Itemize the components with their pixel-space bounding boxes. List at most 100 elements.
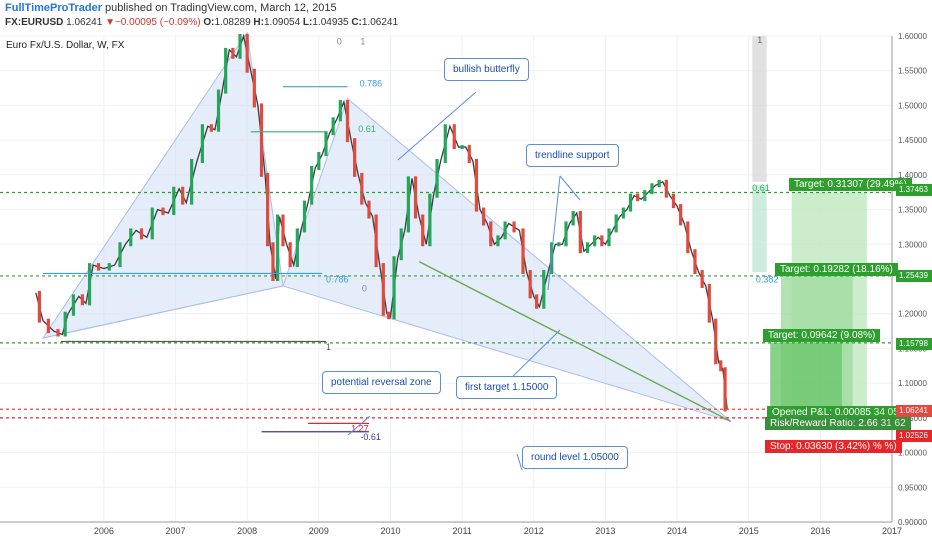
y-tick-label: 1.45000 bbox=[898, 136, 927, 145]
candle bbox=[245, 34, 249, 73]
fib-label: 0.382 bbox=[756, 274, 779, 284]
chart-title: Euro Fx/U.S. Dollar, W, FX bbox=[6, 40, 125, 51]
candle bbox=[452, 124, 456, 150]
x-tick-label: 2011 bbox=[452, 526, 471, 536]
price-tag-target-1: 1.15798 bbox=[896, 338, 932, 350]
candle bbox=[276, 214, 280, 281]
x-tick-label: 2014 bbox=[667, 526, 687, 536]
candle bbox=[181, 186, 185, 205]
y-tick-label: 1.05000 bbox=[898, 414, 927, 423]
price-tag-target-2: 1.25439 bbox=[896, 270, 932, 282]
candle bbox=[216, 89, 221, 132]
candle bbox=[600, 235, 604, 247]
x-tick-label: 2008 bbox=[237, 526, 257, 536]
candle bbox=[317, 152, 321, 170]
symbol: FX:EURUSD bbox=[5, 17, 64, 28]
target-1-label: Target: 0.09642 (9.08%) bbox=[763, 329, 881, 342]
x-tick-label: 2006 bbox=[94, 526, 114, 536]
candle bbox=[723, 367, 727, 412]
candle bbox=[443, 124, 447, 163]
candle bbox=[310, 165, 314, 205]
callout-trendline-support: trendline support bbox=[526, 144, 619, 167]
candle bbox=[664, 179, 668, 198]
header: FullTimeProTrader published on TradingVi… bbox=[0, 0, 932, 32]
candle bbox=[503, 221, 507, 240]
x-tick-label: 2009 bbox=[309, 526, 329, 536]
candle bbox=[521, 228, 525, 275]
candle bbox=[252, 68, 256, 108]
candle bbox=[238, 34, 242, 59]
candle bbox=[331, 117, 335, 136]
callout-pointer bbox=[397, 91, 477, 161]
x-tick-label: 2016 bbox=[810, 526, 830, 536]
candle bbox=[209, 124, 213, 132]
candle bbox=[693, 249, 697, 275]
candle bbox=[489, 221, 493, 247]
candle bbox=[107, 263, 111, 271]
candle bbox=[428, 193, 432, 247]
candle bbox=[621, 207, 625, 219]
change-value: −0.00095 (−0.09%) bbox=[114, 17, 201, 28]
candle bbox=[118, 242, 122, 268]
author-link[interactable]: FullTimeProTrader bbox=[5, 2, 102, 14]
candle bbox=[381, 263, 385, 316]
candle bbox=[636, 193, 640, 202]
candle bbox=[324, 131, 328, 157]
close-value: 1.06241 bbox=[361, 17, 399, 28]
fib-label: -0.61 bbox=[360, 432, 381, 442]
candle bbox=[345, 99, 350, 143]
candle bbox=[482, 207, 486, 226]
price-chart[interactable]: 0 1 0.786 0.61 0.786 0 1 1.27-0.61 0.61 0.382 1 1.… bbox=[0, 32, 932, 550]
candle bbox=[46, 318, 50, 334]
fib-label: 0 bbox=[362, 283, 367, 293]
candle bbox=[578, 211, 582, 254]
fib-label: 1 bbox=[757, 35, 762, 45]
published-info: published on TradingView.com, March 12, … bbox=[102, 2, 337, 14]
callout-pointer bbox=[559, 175, 581, 201]
pattern-bcd bbox=[282, 97, 732, 422]
candle bbox=[338, 99, 342, 122]
zone-projection bbox=[752, 36, 767, 182]
candle bbox=[496, 235, 500, 247]
pattern-leg bbox=[42, 285, 284, 339]
y-tick-label: 1.00000 bbox=[898, 449, 927, 458]
candle bbox=[96, 263, 101, 271]
candle bbox=[593, 235, 597, 247]
candle bbox=[614, 214, 618, 233]
candle bbox=[231, 47, 235, 59]
candle bbox=[460, 145, 464, 150]
candle bbox=[413, 176, 418, 219]
fib-label: 1 bbox=[326, 342, 331, 352]
candle bbox=[139, 228, 144, 240]
candle bbox=[302, 200, 307, 233]
change-arrow-icon: ▼ bbox=[105, 17, 115, 28]
y-tick-label: 1.10000 bbox=[898, 379, 927, 388]
callout-prz: potential reversal zone bbox=[322, 371, 441, 394]
opened-pnl-label: Opened P&L: 0.00085 34 05 bbox=[767, 406, 904, 419]
candle bbox=[266, 172, 270, 247]
candle bbox=[643, 190, 647, 202]
y-tick-label: 1.60000 bbox=[898, 32, 927, 41]
callout-round-level: round level 1.05000 bbox=[522, 446, 628, 469]
stop-label: Stop: 0.03630 (3.42%) % %) bbox=[765, 440, 902, 453]
x-tick-label: 2017 bbox=[882, 526, 902, 536]
fib-label: 1 bbox=[360, 36, 365, 46]
symbol-line: FX:EURUSD 1.06241 ▼−0.00095 (−0.09%) O:1… bbox=[5, 17, 398, 28]
callout-pointer bbox=[504, 329, 561, 385]
candle bbox=[564, 221, 568, 247]
candle bbox=[474, 158, 479, 212]
fib-label: 0 bbox=[337, 36, 342, 46]
target-3-label: Target: 0.31307 (29.49%) bbox=[789, 178, 912, 191]
last-price: 1.06241 bbox=[66, 17, 103, 28]
x-tick-label: 2015 bbox=[739, 526, 759, 536]
candle bbox=[63, 311, 67, 337]
candle bbox=[707, 283, 711, 323]
candle bbox=[295, 228, 299, 268]
zone-fib-green bbox=[752, 185, 767, 273]
candle bbox=[435, 158, 439, 198]
high-label: H: bbox=[253, 17, 264, 28]
y-tick-label: 1.40000 bbox=[898, 171, 927, 180]
candle bbox=[512, 221, 516, 233]
high-value: 1.09054 bbox=[263, 17, 301, 28]
fib-label: 0.61 bbox=[358, 124, 376, 134]
